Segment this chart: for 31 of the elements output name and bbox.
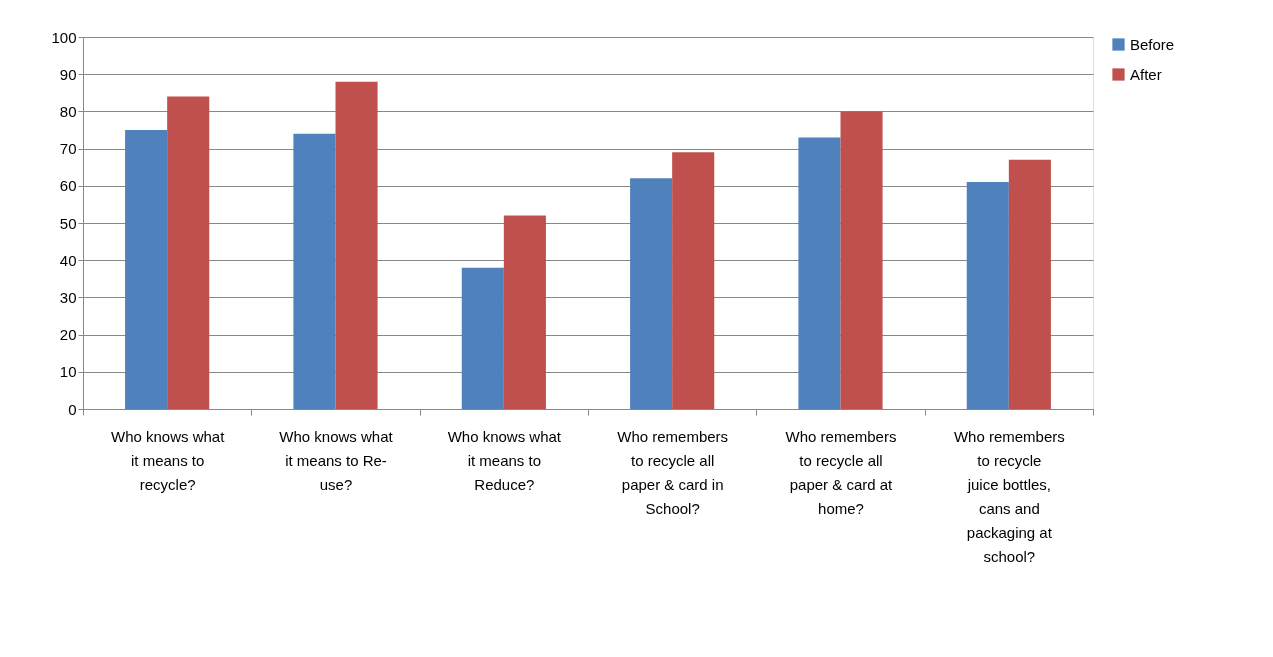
- y-tick-label: 60: [59, 177, 77, 195]
- y-tick-label: 80: [59, 102, 77, 120]
- x-tick-label: Who remembers to recycle all paper & card in School?: [617, 427, 729, 517]
- legend-label: After: [1130, 65, 1162, 83]
- y-tick-label: 0: [68, 400, 77, 418]
- bar: [630, 178, 673, 409]
- y-tick-label: 90: [59, 65, 77, 83]
- x-tick-label: Who knows what it means to recycle?: [110, 427, 226, 493]
- y-tick-label: 70: [59, 140, 77, 158]
- bar: [966, 182, 1009, 409]
- bar: [293, 133, 336, 409]
- y-tick-label: 100: [51, 28, 77, 46]
- x-tick-label: Who remembers to recycle juice bottles, cans and packaging at school?: [953, 427, 1065, 565]
- y-tick-label: 20: [59, 326, 77, 344]
- y-tick-label: 30: [59, 288, 77, 306]
- x-tick-label: Who knows what it means to Reduce?: [447, 427, 562, 493]
- bar: [1008, 159, 1051, 409]
- y-tick-label: 10: [59, 363, 77, 381]
- bar: [798, 137, 841, 409]
- bar: [335, 81, 378, 409]
- legend-label: Before: [1130, 35, 1175, 53]
- x-tick-label: Who remembers to recycle all paper & card at home?: [785, 427, 897, 517]
- bar: [125, 130, 168, 409]
- y-tick-label: 40: [59, 251, 77, 269]
- bar: [167, 96, 210, 409]
- x-tick-label: Who knows what it means to Re-use?: [279, 427, 394, 493]
- bar: [503, 215, 546, 409]
- bar: [672, 152, 715, 409]
- bar: [840, 111, 883, 409]
- bar: [461, 267, 504, 409]
- y-tick-label: 50: [59, 214, 77, 232]
